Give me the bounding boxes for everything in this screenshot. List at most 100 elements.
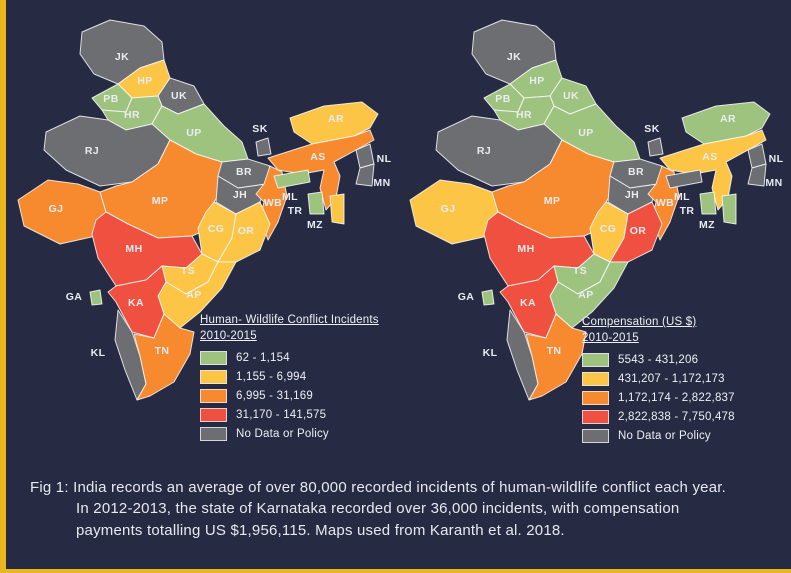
legend-incidents-title: Human- Wildlife Conflict Incidents 2010-… <box>200 312 379 344</box>
state-AS <box>267 129 375 211</box>
state-label-GJ: GJ <box>49 203 64 215</box>
state-label-JH: JH <box>625 189 639 201</box>
legend-incidents-title-line1: Human- Wildlife Conflict Incidents <box>200 314 379 326</box>
state-label-BR: BR <box>628 166 644 178</box>
state-label-TS: TS <box>181 265 195 277</box>
legend-swatch-orange <box>582 391 609 406</box>
state-label-KA: KA <box>128 297 144 309</box>
state-label-PB: PB <box>103 93 118 105</box>
state-label-CG: CG <box>208 223 225 235</box>
state-AS <box>659 129 767 211</box>
caption-line-3: payments totalling US $1,956,115. Maps u… <box>76 521 565 539</box>
state-label-MN: MN <box>765 177 782 189</box>
state-MN <box>355 163 375 187</box>
state-SK <box>647 137 664 157</box>
state-label-UP: UP <box>186 127 201 139</box>
state-AR <box>681 101 771 145</box>
legend-label: No Data or Policy <box>236 428 329 441</box>
state-label-AP: AP <box>186 289 201 301</box>
state-label-SK: SK <box>644 123 659 135</box>
state-label-ML: ML <box>282 191 298 203</box>
state-ML <box>665 169 703 189</box>
state-OR <box>217 201 271 263</box>
state-label-KL: KL <box>483 347 498 359</box>
state-SK <box>255 137 272 157</box>
left-accent-bar <box>0 0 6 573</box>
legend-label: 5543 - 431,206 <box>618 354 699 367</box>
legend-swatch-yellow <box>200 370 227 385</box>
india-map-compensation: JK HP PB UK HR UP RJ GJ MP BR JH WB CG OR MH TS AP KA KL TN… <box>409 19 783 401</box>
state-TN <box>133 313 195 401</box>
bottom-accent-bar <box>0 569 791 573</box>
state-AR <box>289 101 379 145</box>
state-label-UP: UP <box>578 127 593 139</box>
legend-compensation-title-line2: 2010-2015 <box>582 332 639 345</box>
state-TR <box>699 191 717 215</box>
state-label-TR: TR <box>680 205 695 217</box>
legend-label: No Data or Policy <box>618 430 711 443</box>
state-MZ <box>721 193 737 225</box>
legend-row: No Data or Policy <box>582 429 735 444</box>
state-label-MH: MH <box>517 243 534 255</box>
state-label-HR: HR <box>516 109 532 121</box>
legend-row: 1,172,174 - 2,822,837 <box>582 391 735 406</box>
legend-label: 2,822,838 - 7,750,478 <box>618 411 735 424</box>
legend-row: 6,995 - 31,169 <box>200 389 379 404</box>
state-ML <box>273 169 311 189</box>
legend-compensation-title-line1: Compensation (US $) <box>582 316 697 328</box>
state-MZ <box>329 193 345 225</box>
legend-swatch-green <box>200 351 227 366</box>
state-label-UK: UK <box>171 90 187 102</box>
state-label-OR: OR <box>238 225 255 237</box>
legend-row: 431,207 - 1,172,173 <box>582 372 735 387</box>
state-MN <box>747 163 767 187</box>
state-label-AR: AR <box>720 113 736 125</box>
legend-incidents-items: 62 - 1,154 1,155 - 6,994 6,995 - 31,169 31,… <box>200 351 379 442</box>
state-label-HR: HR <box>124 109 140 121</box>
state-label-GJ: GJ <box>441 203 456 215</box>
legend-incidents-title-line2: 2010-2015 <box>200 330 257 343</box>
legend-label: 31,170 - 141,575 <box>236 409 327 422</box>
state-label-GA: GA <box>66 291 83 303</box>
state-label-JK: JK <box>507 51 521 63</box>
state-label-MH: MH <box>125 243 142 255</box>
state-TR <box>307 191 325 215</box>
state-label-RJ: RJ <box>85 145 99 157</box>
state-label-KA: KA <box>520 297 536 309</box>
state-label-MP: MP <box>544 195 561 207</box>
state-label-AR: AR <box>328 113 344 125</box>
state-TN <box>525 313 587 401</box>
state-label-AP: AP <box>578 289 593 301</box>
legend-row: No Data or Policy <box>200 427 379 442</box>
legend-swatch-red <box>200 408 227 423</box>
state-label-MP: MP <box>152 195 169 207</box>
legend-swatch-gray <box>582 429 609 444</box>
figure-caption: Fig 1: India records an average of over … <box>30 477 775 541</box>
legend-row: 31,170 - 141,575 <box>200 408 379 423</box>
legend-row: 5543 - 431,206 <box>582 353 735 368</box>
caption-line-1: Fig 1: India records an average of over … <box>30 479 726 496</box>
state-label-HP: HP <box>137 75 152 87</box>
state-label-TN: TN <box>547 345 562 357</box>
legend-swatch-orange <box>200 389 227 404</box>
legend-incidents: Human- Wildlife Conflict Incidents 2010-… <box>200 312 379 446</box>
legend-compensation-items: 5543 - 431,206 431,207 - 1,172,173 1,172,1… <box>582 353 735 444</box>
state-label-WB: WB <box>264 197 282 209</box>
legend-row: 1,155 - 6,994 <box>200 370 379 385</box>
india-map-incidents: JK HP PB UK HR UP RJ GJ MP BR JH WB CG OR MH TS AP KA KL TN… <box>17 19 392 401</box>
state-label-HP: HP <box>529 75 544 87</box>
state-label-CG: CG <box>600 223 617 235</box>
state-label-MZ: MZ <box>699 219 715 231</box>
legend-swatch-yellow <box>582 372 609 387</box>
state-label-KL: KL <box>91 347 106 359</box>
state-label-AS: AS <box>310 151 325 163</box>
state-label-JK: JK <box>115 51 129 63</box>
legend-compensation-title: Compensation (US $) 2010-2015 <box>582 314 735 346</box>
legend-row: 62 - 1,154 <box>200 351 379 366</box>
state-label-NL: NL <box>377 153 392 165</box>
legend-label: 431,207 - 1,172,173 <box>618 373 725 386</box>
legend-swatch-red <box>582 410 609 425</box>
state-label-RJ: RJ <box>477 145 491 157</box>
state-label-BR: BR <box>236 166 252 178</box>
